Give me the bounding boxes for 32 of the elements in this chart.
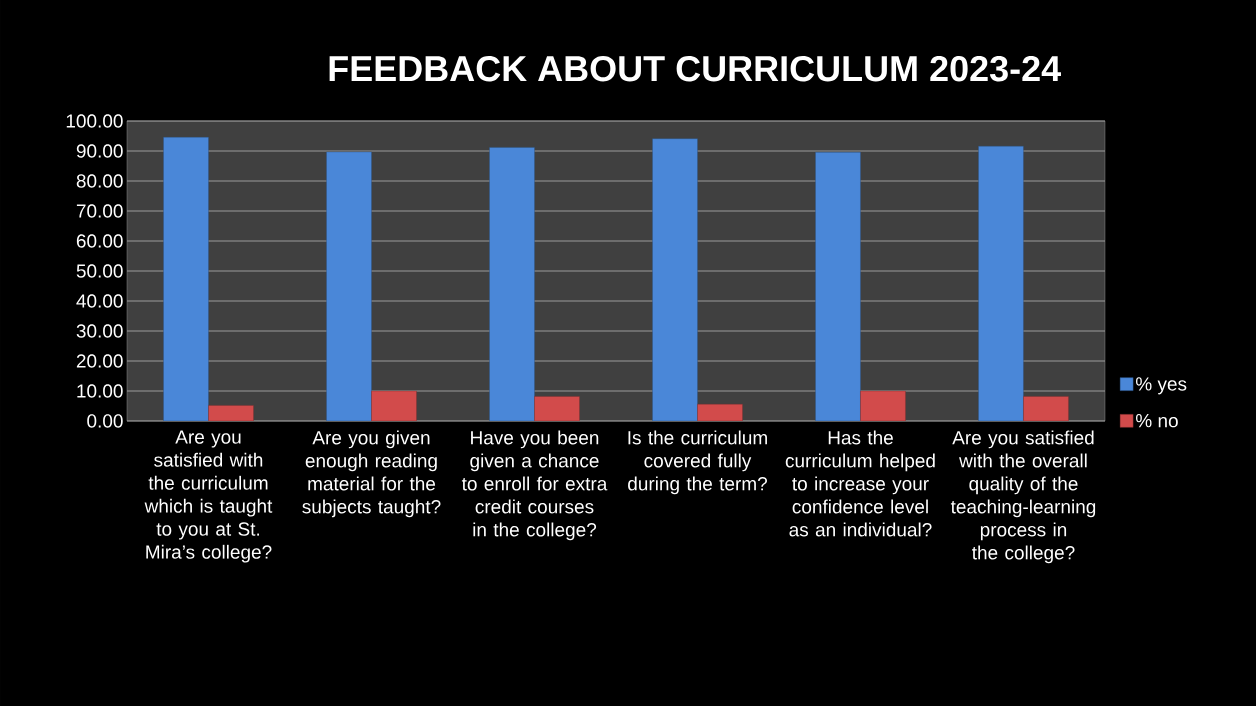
bar (815, 151, 861, 421)
bar (371, 390, 417, 421)
bar (978, 145, 1024, 421)
bar (860, 390, 906, 421)
x-tick-label: Are you given enough reading material for the subjects taught? (302, 430, 441, 518)
bar (534, 396, 580, 421)
y-tick-label: 0.00 (87, 414, 123, 428)
x-tick-label: Is the curriculum covered fully during the term? (628, 430, 767, 495)
x-tick-label: Has the curriculum helped to increase your confidence level as an individual? (785, 430, 935, 537)
y-tick-label: 80.00 (76, 174, 123, 188)
x-tick-label: Are you satisfied with the overall quality of the teaching-learning process in the college? (950, 430, 1096, 564)
bar (326, 151, 372, 421)
legend-label: % yes (1136, 377, 1187, 395)
bar (1023, 396, 1069, 421)
y-tick-label: 60.00 (76, 234, 123, 248)
y-tick-label: 30.00 (76, 324, 123, 338)
bar (652, 138, 698, 421)
bar (489, 147, 535, 421)
y-tick-label: 90.00 (76, 144, 123, 158)
y-tick-label: 20.00 (76, 354, 123, 368)
x-tick-label: Have you been given a chance to enroll for extra credit courses in the college? (461, 430, 608, 541)
y-tick-label: 40.00 (76, 294, 123, 308)
y-tick-label: 100.00 (66, 114, 123, 128)
x-tick-label: Are you satisfied with the curriculum which is taught to you at St. Mira’s college? (144, 430, 273, 563)
chart-title: FEEDBACK ABOUT CURRICULUM 2023-24 (329, 55, 1061, 82)
bar (208, 405, 254, 421)
y-tick-label: 10.00 (77, 384, 123, 398)
y-tick-label: 50.00 (76, 264, 123, 278)
bar (697, 403, 743, 421)
legend-label: % no (1136, 414, 1178, 428)
y-tick-label: 70.00 (76, 204, 123, 218)
bar (163, 136, 209, 421)
